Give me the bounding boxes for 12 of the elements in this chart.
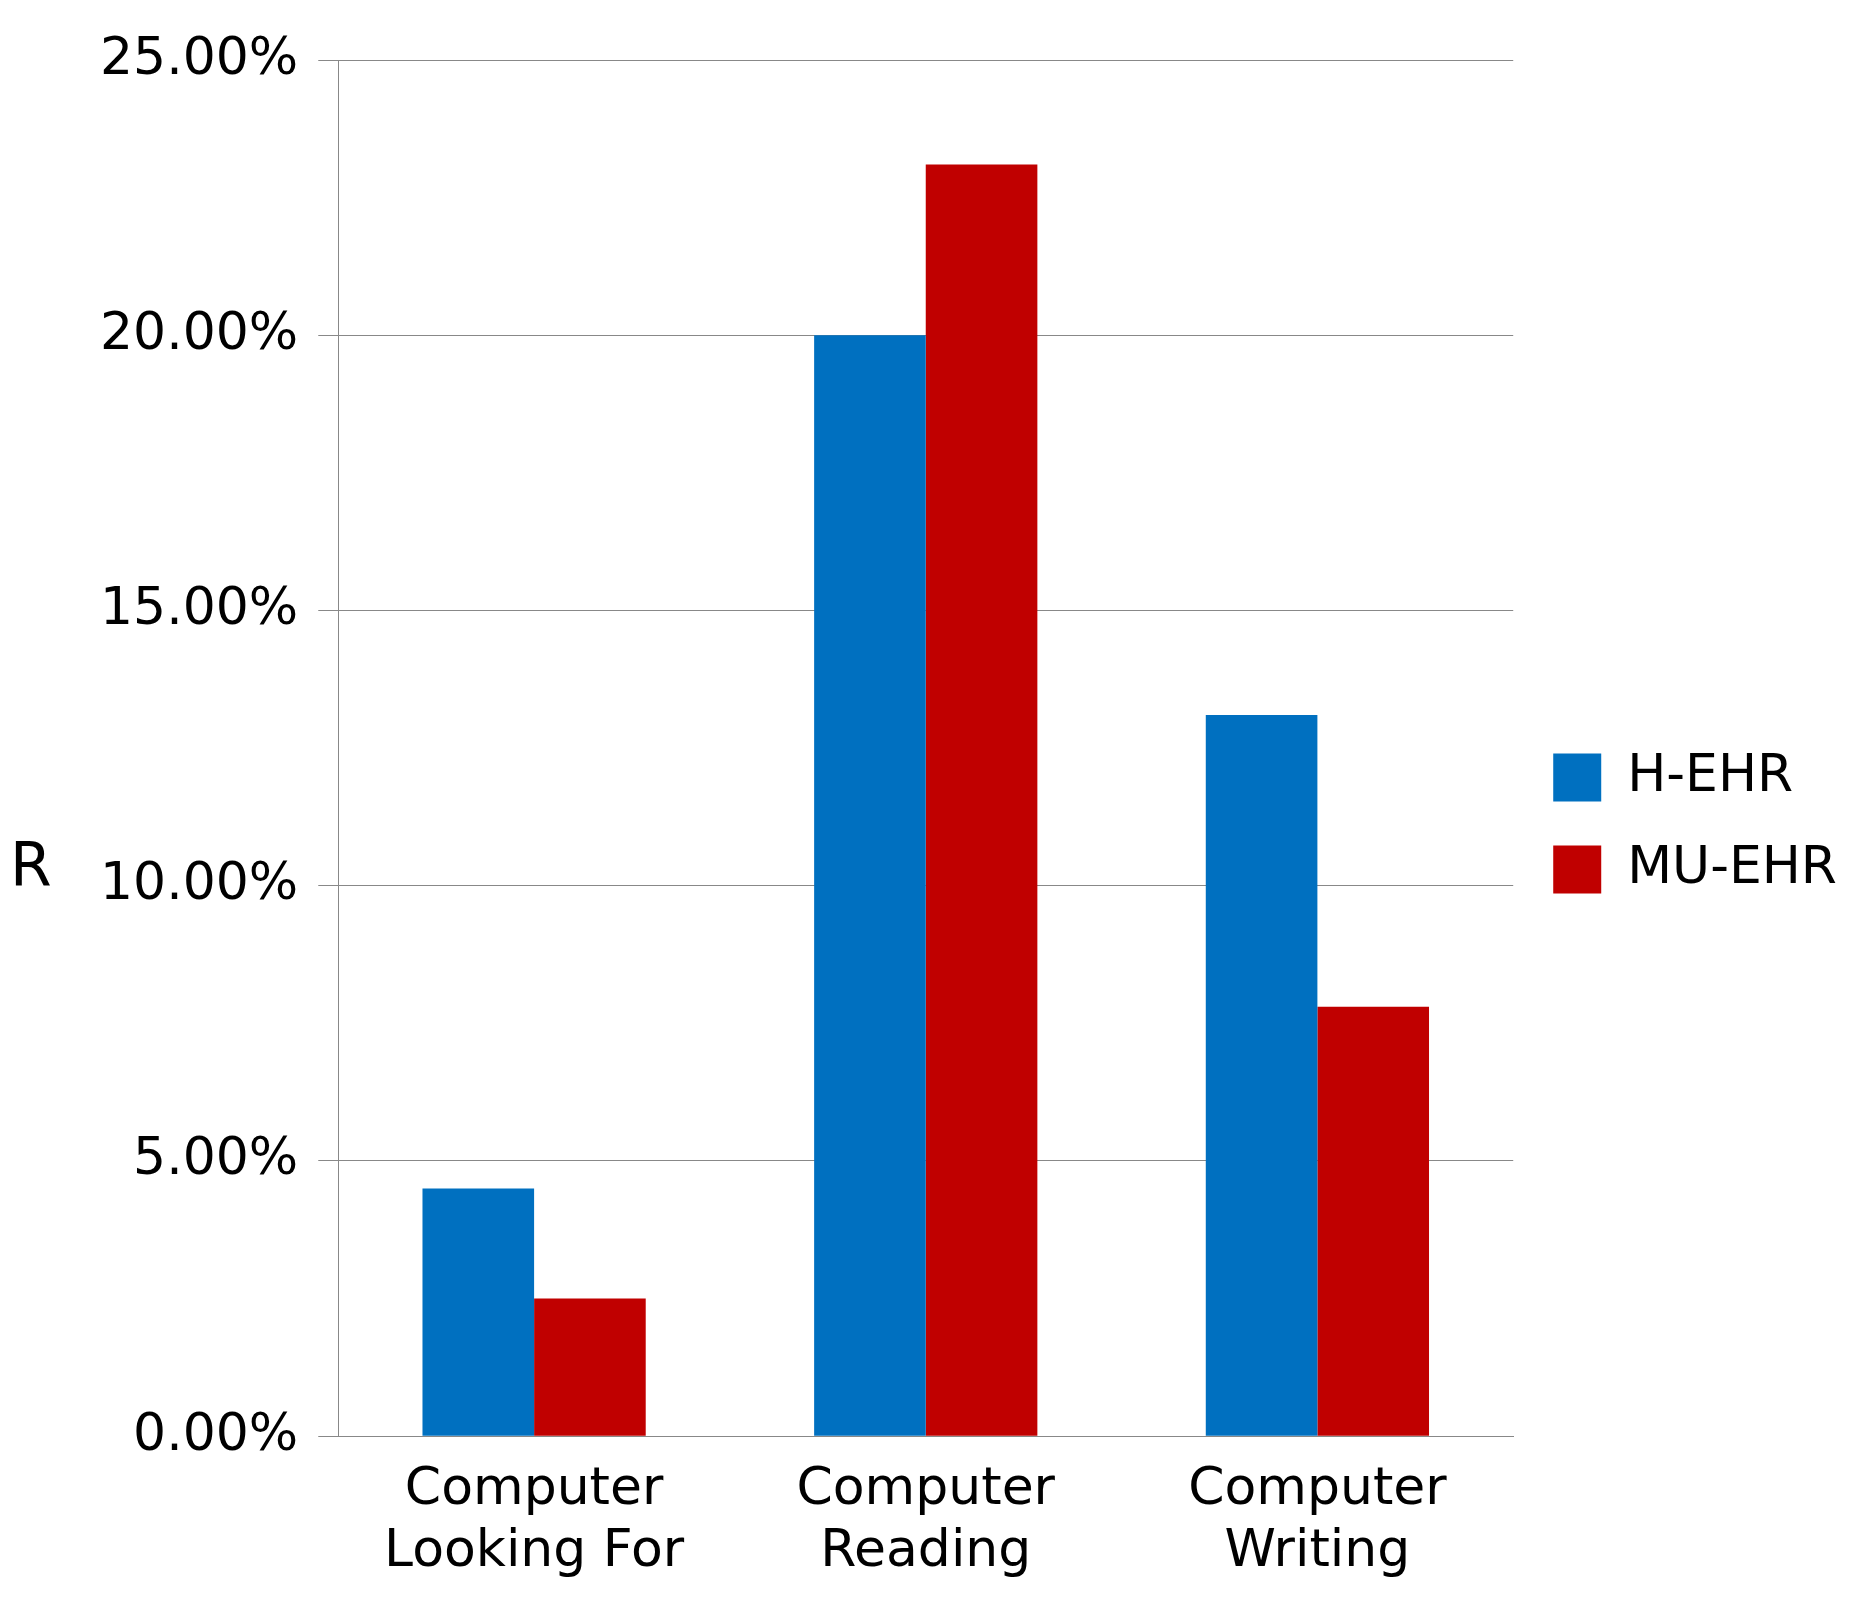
y-axis-title: R [10,830,52,900]
y-tick-label: 20.00% [99,300,299,361]
y-tick-label: 25.00% [99,25,299,86]
y-tick-label: 10.00% [99,851,299,912]
legend-label: H-EHR [1627,743,1794,804]
legend-label: MU-EHR [1627,835,1837,896]
x-tick-label: Computer Reading [796,1455,1056,1579]
y-tick-label: 5.00% [133,1126,299,1187]
x-tick-label: Computer Writing [1188,1455,1448,1579]
y-tick-label: 15.00% [99,576,299,636]
x-tick-label: Computer Looking For [384,1455,685,1579]
y-tick-label: 0.00% [133,1401,299,1462]
